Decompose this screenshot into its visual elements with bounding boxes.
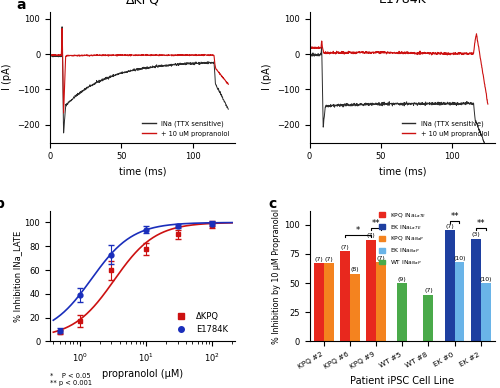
Text: *: * bbox=[356, 226, 360, 235]
Bar bbox=[454, 262, 464, 341]
Text: (7): (7) bbox=[424, 288, 433, 293]
Legend: INa (TTX sensitive), + 10 uM propranolol: INa (TTX sensitive), + 10 uM propranolol bbox=[140, 118, 232, 139]
Text: a: a bbox=[16, 0, 26, 12]
Y-axis label: I (pA): I (pA) bbox=[2, 64, 12, 90]
Text: (7): (7) bbox=[324, 257, 334, 262]
Bar bbox=[340, 251, 350, 341]
Text: (10): (10) bbox=[480, 277, 492, 282]
Text: (7): (7) bbox=[445, 224, 454, 229]
Bar bbox=[444, 230, 454, 341]
Text: (8): (8) bbox=[350, 267, 360, 272]
Text: (9): (9) bbox=[398, 277, 406, 282]
Y-axis label: % Inhibition INa_LATE: % Inhibition INa_LATE bbox=[12, 230, 22, 322]
Legend: KPQ INa$_{LaTE}$, EK INa$_{LaTE}$, KPQ INa$_{NaP}$, EK INa$_{NaP}$, WT INa$_{NaP: KPQ INa$_{LaTE}$, EK INa$_{LaTE}$, KPQ I… bbox=[380, 211, 426, 267]
Text: c: c bbox=[269, 197, 277, 211]
Text: *    P < 0.05
** p < 0.001: * P < 0.05 ** p < 0.001 bbox=[50, 373, 92, 386]
Bar bbox=[314, 263, 324, 341]
X-axis label: time (ms): time (ms) bbox=[378, 167, 426, 177]
Y-axis label: I (pA): I (pA) bbox=[262, 64, 272, 90]
X-axis label: Patient iPSC Cell Line: Patient iPSC Cell Line bbox=[350, 376, 455, 386]
Title: ΔKPQ: ΔKPQ bbox=[126, 0, 160, 6]
X-axis label: time (ms): time (ms) bbox=[119, 167, 166, 177]
Legend: ΔKPQ, E1784K: ΔKPQ, E1784K bbox=[169, 308, 231, 337]
Title: E1784K: E1784K bbox=[378, 0, 426, 6]
Bar bbox=[324, 263, 334, 341]
Bar bbox=[366, 240, 376, 341]
Y-axis label: % Inhibition by 10 μM Propranolol: % Inhibition by 10 μM Propranolol bbox=[272, 208, 281, 343]
Text: **: ** bbox=[476, 219, 485, 228]
Text: **: ** bbox=[450, 212, 459, 221]
Legend: INa (TTX sensitive), + 10 uM propranolol: INa (TTX sensitive), + 10 uM propranolol bbox=[400, 118, 492, 139]
Text: (7): (7) bbox=[367, 233, 376, 238]
Text: (7): (7) bbox=[340, 245, 349, 250]
Bar bbox=[376, 262, 386, 341]
Text: (10): (10) bbox=[453, 256, 466, 261]
Bar bbox=[470, 239, 480, 341]
Text: b: b bbox=[0, 197, 4, 211]
Bar bbox=[398, 283, 407, 341]
Text: **: ** bbox=[372, 219, 380, 228]
Bar bbox=[350, 274, 360, 341]
X-axis label: propranolol (μM): propranolol (μM) bbox=[102, 369, 184, 379]
Bar bbox=[480, 283, 490, 341]
Text: (7): (7) bbox=[314, 257, 324, 262]
Bar bbox=[424, 295, 434, 341]
Text: (3): (3) bbox=[472, 232, 480, 237]
Text: (7): (7) bbox=[377, 256, 386, 261]
